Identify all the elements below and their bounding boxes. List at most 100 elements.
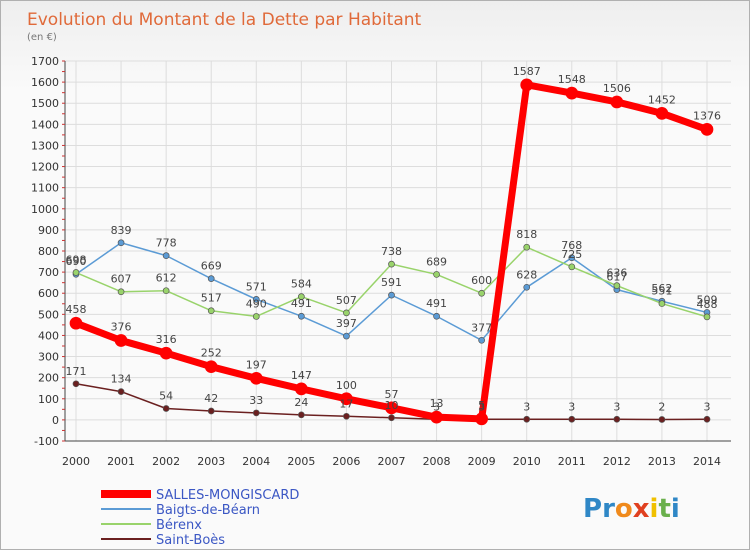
legend-entry: Bérenx [156, 518, 202, 533]
axes: -100 0 100 200 300 400 500 600 700 800 900 1000 1100… [31, 55, 731, 468]
data-label-salles-mongiscard: 100 [336, 379, 357, 392]
data-label-salles-mongiscard: 147 [291, 369, 312, 382]
data-label-salles-mongiscard: 376 [111, 321, 132, 334]
y-tick-label: 700 [38, 266, 59, 279]
data-point-saint-bo-s [117, 388, 125, 395]
data-label-salles-mongiscard: 13 [430, 397, 444, 410]
y-tick-label: 400 [38, 329, 59, 342]
data-label-saint-bo-s: 3 [433, 400, 440, 413]
data-point-b-renx [658, 300, 666, 307]
x-tick-label: 2014 [693, 455, 721, 468]
logo-letter: P [583, 494, 602, 524]
data-point-salles-mongiscard [565, 86, 579, 100]
data-label-baigts-de-b-arn: 571 [246, 280, 267, 293]
data-point-baigts-de-b-arn [523, 283, 531, 291]
data-point-salles-mongiscard [114, 334, 128, 347]
data-label-baigts-de-b-arn: 591 [381, 276, 402, 289]
data-point-salles-mongiscard [385, 401, 398, 415]
data-point-b-renx [388, 260, 395, 268]
data-point-b-renx [207, 307, 215, 315]
data-point-b-renx [298, 293, 305, 300]
data-label-salles-mongiscard: 252 [201, 347, 222, 360]
data-point-baigts-de-b-arn [568, 254, 576, 262]
data-point-saint-bo-s [207, 407, 215, 415]
y-tick-label: 300 [38, 351, 59, 364]
data-point-b-renx [252, 313, 260, 320]
y-tick-label: 800 [38, 245, 59, 258]
data-point-salles-mongiscard [340, 392, 353, 406]
data-point-baigts-de-b-arn [298, 312, 305, 320]
y-tick-label: 600 [38, 287, 59, 300]
x-tick-label: 2004 [242, 455, 270, 468]
x-tick-label: 2013 [648, 455, 676, 468]
data-label-salles-mongiscard: 316 [156, 333, 177, 346]
x-tick-label: 2009 [468, 455, 496, 468]
data-label-b-renx: 738 [381, 245, 402, 258]
data-point-b-renx [703, 313, 711, 321]
x-tick-label: 2003 [197, 455, 225, 468]
x-tick-label: 2008 [423, 455, 451, 468]
chart-subtitle: (en €) [27, 32, 57, 43]
data-label-baigts-de-b-arn: 562 [651, 282, 672, 295]
x-tick-label: 2007 [378, 455, 406, 468]
data-point-b-renx [478, 289, 485, 297]
x-tick-label: 2001 [107, 455, 135, 468]
data-label-saint-bo-s: 42 [204, 392, 218, 405]
data-label-saint-bo-s: 33 [249, 394, 263, 407]
x-tick-label: 2012 [603, 455, 631, 468]
x-tick-label: 2010 [513, 455, 541, 468]
proxiti-logo: Proxiti [583, 494, 680, 524]
data-point-salles-mongiscard [249, 371, 263, 385]
data-point-saint-bo-s [523, 415, 531, 423]
data-point-salles-mongiscard [430, 410, 443, 424]
data-point-b-renx [613, 282, 621, 289]
data-label-salles-mongiscard: 5 [478, 399, 485, 412]
y-tick-label: 1400 [31, 118, 59, 131]
data-label-saint-bo-s: 17 [339, 397, 353, 410]
data-point-saint-bo-s [613, 415, 621, 423]
data-label-b-renx: 507 [336, 294, 357, 307]
data-label-baigts-de-b-arn: 491 [291, 297, 312, 310]
data-label-saint-bo-s: 134 [111, 373, 132, 386]
data-label-baigts-de-b-arn: 768 [561, 239, 582, 252]
data-point-b-renx [523, 243, 531, 251]
data-point-salles-mongiscard [295, 382, 308, 396]
data-label-salles-mongiscard: 57 [385, 388, 399, 401]
data-point-saint-bo-s [388, 414, 395, 422]
data-point-salles-mongiscard [475, 412, 488, 426]
y-tick-label: 900 [38, 224, 59, 237]
data-point-b-renx [72, 269, 80, 276]
series-lines [69, 78, 714, 426]
logo-letter: o [615, 494, 633, 524]
data-label-baigts-de-b-arn: 778 [156, 237, 177, 250]
data-point-salles-mongiscard [204, 360, 218, 374]
data-label-salles-mongiscard: 1376 [693, 109, 721, 122]
data-label-b-renx: 689 [426, 255, 447, 268]
legend-entry: SALLES-MONGISCARD [156, 488, 299, 503]
data-label-b-renx: 607 [111, 273, 132, 286]
data-point-saint-bo-s [703, 415, 711, 423]
data-label-salles-mongiscard: 197 [246, 358, 267, 371]
data-label-b-renx: 517 [201, 292, 222, 305]
data-label-b-renx: 600 [471, 274, 492, 287]
y-tick-label: 500 [38, 308, 59, 321]
logo-letter: i [650, 494, 659, 524]
data-point-salles-mongiscard [655, 107, 669, 120]
data-point-saint-bo-s [343, 412, 350, 420]
data-point-baigts-de-b-arn [207, 275, 215, 283]
data-point-saint-bo-s [162, 405, 170, 412]
data-label-saint-bo-s: 2 [658, 400, 665, 413]
legend: SALLES-MONGISCARDBaigts-de-BéarnBérenxSa… [101, 488, 299, 548]
data-label-b-renx: 612 [156, 272, 177, 285]
data-label-baigts-de-b-arn: 377 [471, 321, 492, 334]
chart-title: Evolution du Montant de la Dette par Hab… [27, 10, 422, 30]
data-label-saint-bo-s: 10 [385, 399, 399, 412]
data-label-saint-bo-s: 3 [568, 400, 575, 413]
y-tick-label: 1700 [31, 55, 59, 68]
data-label-b-renx: 584 [291, 278, 312, 291]
y-tick-label: 200 [38, 372, 59, 385]
x-tick-label: 2002 [152, 455, 180, 468]
data-point-salles-mongiscard [159, 346, 173, 360]
data-label-saint-bo-s: 171 [66, 365, 87, 378]
data-point-baigts-de-b-arn [433, 312, 440, 320]
